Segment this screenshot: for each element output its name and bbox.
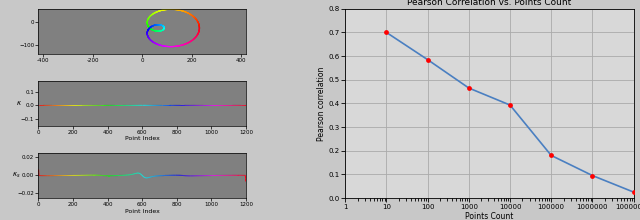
Title: Pearson Correlation vs. Points Count: Pearson Correlation vs. Points Count [407, 0, 572, 7]
Point [464, 86, 474, 90]
Y-axis label: $\kappa$: $\kappa$ [17, 99, 22, 107]
Y-axis label: Pearson correlation: Pearson correlation [317, 66, 326, 141]
Point [628, 190, 639, 194]
Point [422, 58, 433, 61]
Y-axis label: $\kappa_s$: $\kappa_s$ [12, 171, 20, 180]
X-axis label: Point Index: Point Index [125, 136, 159, 141]
X-axis label: Points Count: Points Count [465, 212, 514, 220]
X-axis label: Point Index: Point Index [125, 209, 159, 214]
Point [381, 31, 392, 34]
Point [588, 174, 598, 177]
Point [505, 103, 515, 107]
Point [546, 154, 556, 157]
